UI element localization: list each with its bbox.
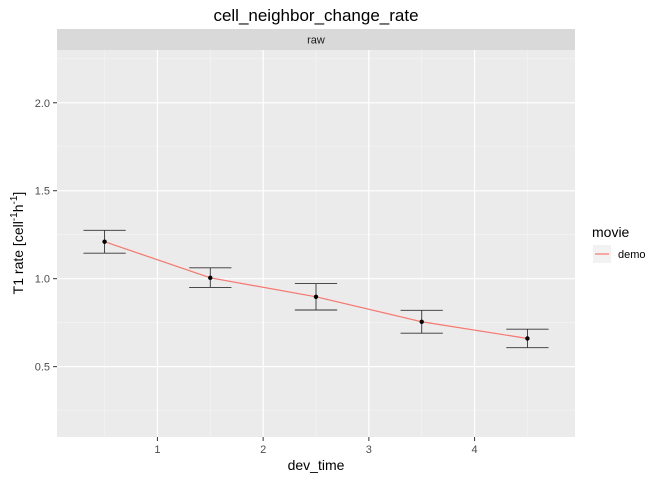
y-tick-label: 1.5 xyxy=(35,186,50,198)
data-point xyxy=(208,275,213,281)
data-point xyxy=(525,336,530,341)
data-points xyxy=(102,239,530,341)
chart-title: cell_neighbor_change_rate xyxy=(213,6,418,25)
facet-label: raw xyxy=(307,35,325,47)
data-point xyxy=(102,239,107,244)
x-axis-title: dev_time xyxy=(288,457,345,473)
y-axis-title: T1 rate [cell-1h-1] xyxy=(9,192,26,295)
x-tick-label: 3 xyxy=(366,444,372,456)
y-tick-label: 0.5 xyxy=(35,362,50,374)
data-point xyxy=(313,294,319,300)
error-bars xyxy=(83,229,549,349)
x-tick-label: 2 xyxy=(260,444,266,456)
y-axis-ticks: 0.5 1.0 1.5 2.0 xyxy=(35,98,57,374)
legend: movie demo xyxy=(592,224,646,263)
data-point xyxy=(419,319,424,324)
x-tick-label: 1 xyxy=(154,444,160,456)
x-tick-label: 4 xyxy=(472,444,478,456)
x-axis-ticks: 1 2 3 4 xyxy=(154,437,478,456)
y-tick-label: 2.0 xyxy=(35,98,50,110)
legend-title: movie xyxy=(592,224,630,240)
y-tick-label: 1.0 xyxy=(35,274,50,286)
facet-strip xyxy=(57,29,575,50)
legend-label-demo: demo xyxy=(618,249,646,261)
